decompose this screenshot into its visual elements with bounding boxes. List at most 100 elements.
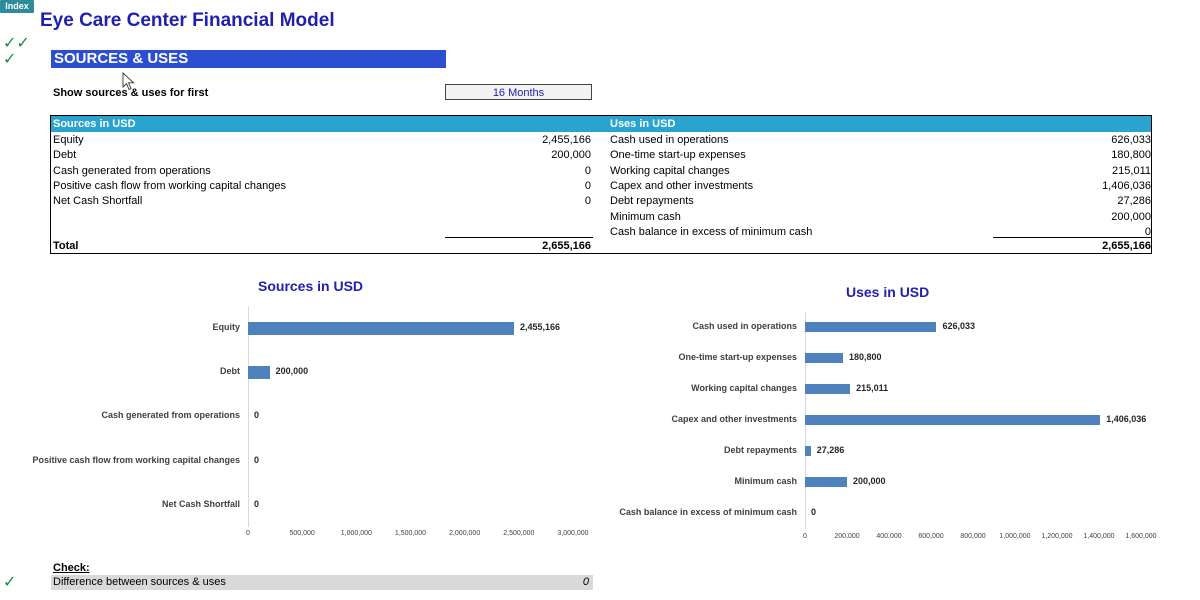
section-header: SOURCES & USES (51, 50, 446, 68)
category-label: Working capital changes (691, 383, 797, 393)
data-label: 215,011 (856, 383, 889, 393)
data-label: 0 (811, 507, 817, 517)
row-label: One-time start-up expenses (610, 149, 746, 162)
axis-tick-label: 1,500,000 (394, 530, 427, 537)
difference-row: Difference between sources & uses 0 (51, 575, 593, 590)
category-label: One-time start-up expenses (678, 352, 797, 362)
data-bar (805, 446, 811, 456)
data-bar (805, 353, 843, 363)
row-label: Net Cash Shortfall (53, 195, 143, 208)
data-label: 0 (254, 410, 260, 421)
data-bar (805, 384, 851, 394)
row-value: 0 (584, 179, 591, 192)
table-row: Net Cash Shortfall 0 (53, 194, 591, 209)
table-row: Minimum cash 200,000 (610, 210, 1151, 225)
uses-header: Uses in USD (609, 116, 1151, 132)
check-icon: ✓ (3, 572, 17, 591)
sources-chart-title: Sources in USD (258, 278, 364, 294)
sources-header: Sources in USD (51, 116, 609, 132)
table-row: Working capital changes 215,011 (610, 164, 1151, 179)
category-label: Equity (212, 322, 240, 332)
axis-tick-label: 500,000 (289, 530, 315, 537)
row-label: Working capital changes (610, 164, 730, 177)
data-label: 200,000 (275, 366, 309, 377)
row-value: 2,455,166 (542, 134, 591, 146)
axis-tick-label: 2,500,000 (503, 530, 535, 537)
row-value: 180,800 (1111, 149, 1151, 162)
table-row: One-time start-up expenses 180,800 (610, 148, 1151, 163)
chart-axis-line (248, 305, 249, 527)
row-label: Debt repayments (610, 195, 694, 208)
row-value: 0 (1144, 225, 1151, 238)
sources-total-value: 2,655,166 (542, 240, 591, 252)
table-row: Debt 200,000 (53, 148, 591, 163)
row-value: 626,033 (1111, 134, 1151, 146)
uses-chart-title: Uses in USD (846, 284, 930, 300)
category-label: Minimum cash (734, 476, 797, 486)
months-select[interactable]: 16 Months (445, 84, 592, 100)
difference-value: 0 (582, 576, 589, 588)
row-label: Cash generated from operations (53, 164, 211, 177)
axis-tick-label: 0 (246, 530, 250, 537)
row-value: 200,000 (1111, 210, 1151, 223)
row-label: Positive cash flow from working capital … (53, 179, 286, 192)
row-value: 27,286 (1117, 195, 1151, 208)
category-label: Cash used in operations (692, 321, 797, 331)
category-label: Net Cash Shortfall (161, 498, 240, 509)
row-value: 0 (584, 195, 591, 208)
table-row: Capex and other investments 1,406,036 (610, 179, 1151, 194)
page-title: Eye Care Center Financial Model (40, 10, 335, 31)
axis-tick-label: 1,000,000 (340, 530, 372, 537)
data-label: 180,800 (848, 352, 882, 362)
row-label: Capex and other investments (610, 179, 754, 192)
sources-uses-table: Sources in USD Uses in USD Equity 2,455,1… (50, 115, 1152, 254)
double-check-icon: ✓✓ (3, 33, 30, 52)
row-label: Cash balance in excess of minimum cash (610, 225, 813, 238)
axis-tick-label: 400,000 (876, 533, 902, 540)
axis-tick-label: 1,200,000 (1041, 533, 1073, 540)
data-bar (248, 365, 270, 379)
category-label: Positive cash flow from working capital … (32, 454, 240, 465)
data-bar (805, 322, 937, 332)
sources-total-rule (445, 237, 593, 238)
total-label: Total (53, 240, 79, 252)
row-value: 215,011 (1112, 164, 1151, 177)
data-bar (805, 477, 847, 487)
table-row: Debt repayments 27,286 (610, 194, 1151, 209)
data-label: 27,286 (816, 445, 845, 455)
row-value: 200,000 (551, 149, 591, 162)
check-icon: ✓ (3, 49, 17, 68)
data-label: 2,455,166 (519, 322, 561, 332)
sources-total-row: Total 2,655,166 (53, 239, 591, 254)
axis-tick-label: 1,400,000 (1083, 533, 1115, 540)
data-bar (248, 321, 514, 335)
axis-tick-label: 1,600,000 (1125, 533, 1157, 540)
uses-total-row: 2,655,166 (610, 239, 1151, 254)
table-row: Positive cash flow from working capital … (53, 179, 591, 194)
row-label: Cash used in operations (610, 134, 729, 146)
data-bar (805, 415, 1101, 425)
category-label: Debt repayments (723, 445, 797, 455)
table-row: Equity 2,455,166 (53, 133, 591, 148)
check-label: Check: (53, 562, 90, 574)
difference-label: Difference between sources & uses (53, 576, 226, 588)
show-for-label: Show sources & uses for first (53, 87, 209, 99)
category-label: Cash balance in excess of minimum cash (619, 507, 797, 517)
axis-tick-label: 0 (803, 533, 807, 540)
table-row: Cash used in operations 626,033 (610, 133, 1151, 148)
uses-total-value: 2,655,166 (1102, 240, 1151, 252)
axis-tick-label: 3,000,000 (557, 530, 589, 537)
data-label: 626,033 (942, 321, 975, 331)
row-label: Equity (53, 134, 84, 146)
axis-tick-label: 800,000 (960, 533, 986, 540)
table-row: Cash generated from operations 0 (53, 164, 591, 179)
data-label: 200,000 (853, 476, 886, 486)
row-value: 0 (584, 164, 591, 177)
index-button[interactable]: Index (0, 0, 34, 13)
data-label: 0 (254, 498, 260, 509)
axis-tick-label: 200,000 (834, 533, 860, 540)
category-label: Capex and other investments (671, 414, 797, 424)
axis-tick-label: 600,000 (918, 533, 944, 540)
data-label: 0 (254, 454, 260, 465)
uses-total-rule (993, 237, 1151, 238)
